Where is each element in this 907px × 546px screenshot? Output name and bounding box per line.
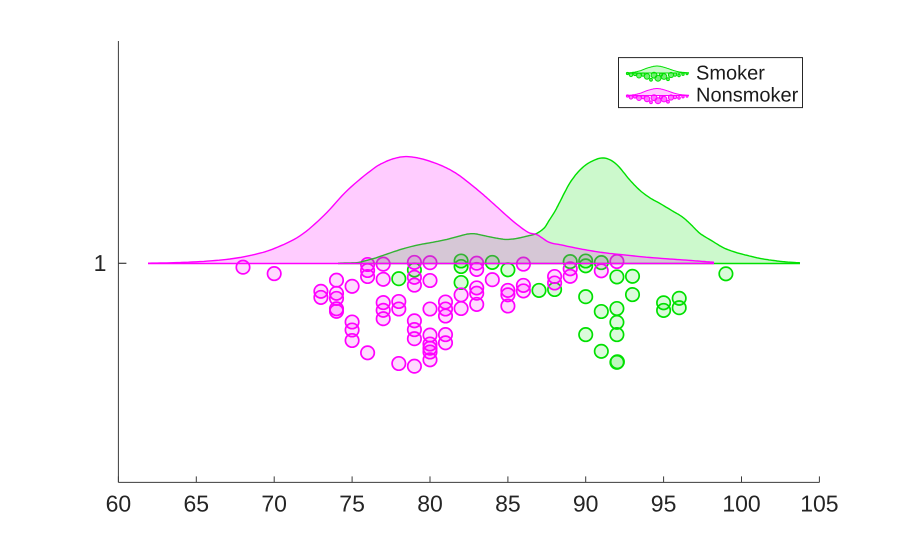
- svg-text:75: 75: [339, 490, 365, 516]
- svg-text:65: 65: [184, 490, 210, 516]
- svg-text:95: 95: [651, 490, 677, 516]
- svg-text:Smoker: Smoker: [696, 63, 765, 85]
- svg-text:60: 60: [106, 490, 132, 516]
- svg-text:70: 70: [261, 490, 287, 516]
- svg-text:85: 85: [495, 490, 521, 516]
- svg-text:105: 105: [800, 490, 838, 516]
- svg-text:Nonsmoker: Nonsmoker: [696, 85, 799, 107]
- svg-text:90: 90: [573, 490, 599, 516]
- svg-text:80: 80: [417, 490, 443, 516]
- svg-text:100: 100: [722, 490, 760, 516]
- svg-text:1: 1: [94, 250, 107, 276]
